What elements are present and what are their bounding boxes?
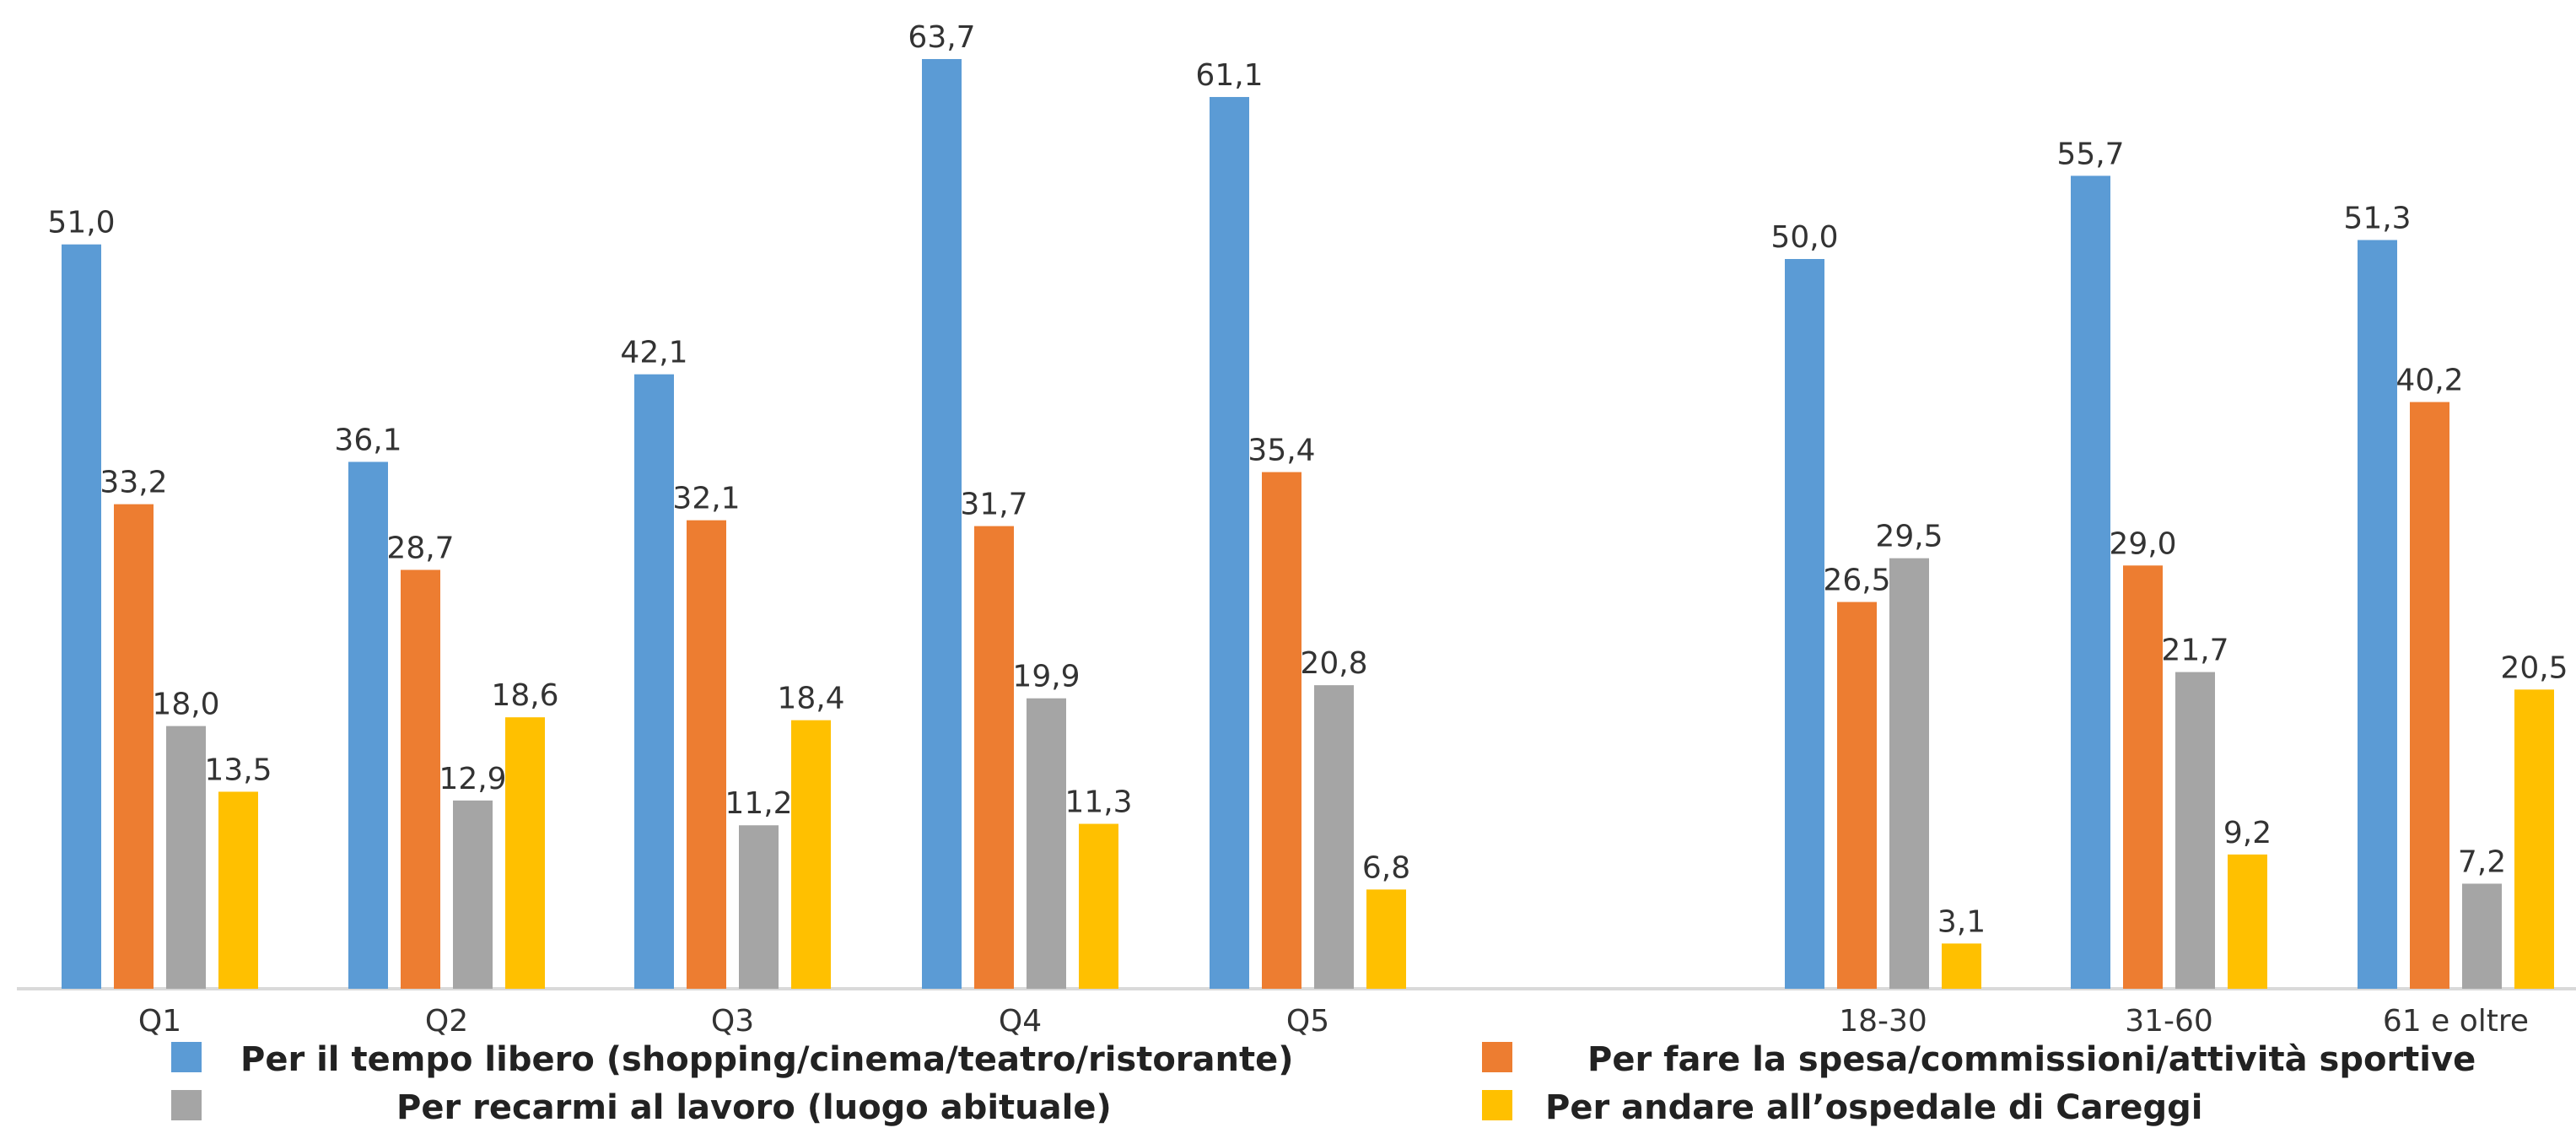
data-label: 61,1 — [1195, 58, 1263, 93]
category-label: Q4 — [999, 1004, 1042, 1039]
bar-series1-Q4 — [922, 58, 962, 990]
bar-series4-18-30 — [1942, 943, 1981, 989]
bar-series4-Q2 — [505, 717, 545, 989]
data-label: 6,8 — [1362, 850, 1410, 885]
data-label: 51,0 — [47, 206, 115, 240]
data-label: 20,8 — [1300, 646, 1367, 681]
bar-series3-31-60 — [2175, 672, 2215, 989]
legend-swatch — [171, 1090, 202, 1120]
data-label: 3,1 — [1937, 904, 1986, 939]
legend-swatch — [1482, 1090, 1512, 1120]
category-label: Q3 — [711, 1004, 754, 1039]
bar-series1-Q3 — [634, 374, 674, 989]
data-label: 7,2 — [2458, 845, 2506, 879]
data-label: 29,0 — [2109, 526, 2176, 561]
bar-series4-31-60 — [2228, 854, 2267, 989]
bar-series3-18-30 — [1889, 558, 1929, 989]
category-label: Q1 — [138, 1004, 181, 1039]
bar-series1-18-30 — [1785, 259, 1824, 989]
bar-series2-31-60 — [2123, 565, 2163, 989]
category-label: Q5 — [1286, 1004, 1329, 1039]
data-label: 18,4 — [777, 682, 844, 716]
data-label: 35,4 — [1248, 434, 1315, 468]
data-label: 11,3 — [1064, 785, 1132, 820]
data-label: 9,2 — [2223, 816, 2272, 850]
data-label: 50,0 — [1770, 220, 1838, 255]
data-label: 13,5 — [204, 753, 272, 787]
data-label: 20,5 — [2500, 650, 2568, 685]
data-label: 31,7 — [960, 488, 1027, 522]
bar-series4-61-e-oltre — [2514, 689, 2554, 989]
data-label: 19,9 — [1012, 660, 1080, 694]
bar-series3-Q5 — [1314, 685, 1354, 989]
bar-series1-31-60 — [2071, 175, 2110, 989]
legend-label: Per fare la spesa/commissioni/attività s… — [1587, 1040, 2476, 1079]
bar-series2-61-e-oltre — [2410, 402, 2449, 989]
bar-series3-Q4 — [1027, 698, 1066, 989]
data-label: 55,7 — [2056, 137, 2124, 171]
bar-series3-Q1 — [166, 726, 206, 989]
category-label: 18-30 — [1839, 1004, 1927, 1039]
data-label: 36,1 — [334, 423, 401, 457]
bar-series4-Q5 — [1366, 889, 1406, 989]
data-label: 26,5 — [1823, 564, 1890, 598]
bar-series2-Q4 — [974, 526, 1014, 989]
bar-series1-Q1 — [62, 244, 101, 989]
legend-label: Per andare all’ospedale di Careggi — [1545, 1088, 2202, 1127]
bar-series1-Q5 — [1210, 96, 1249, 990]
legend-label: Per recarmi al lavoro (luogo abituale) — [396, 1088, 1112, 1127]
bar-series2-Q2 — [401, 569, 440, 989]
data-label: 21,7 — [2161, 634, 2228, 668]
bar-series2-Q3 — [687, 520, 726, 989]
data-label: 18,6 — [491, 678, 558, 713]
bar-series4-Q1 — [218, 791, 258, 989]
data-label: 12,9 — [439, 762, 506, 796]
data-label: 63,7 — [908, 20, 975, 55]
bar-series4-Q4 — [1079, 823, 1118, 989]
bar-series1-61-e-oltre — [2358, 240, 2397, 989]
bar-series3-Q3 — [739, 825, 779, 989]
data-label: 18,0 — [152, 688, 219, 722]
legend-swatch — [171, 1042, 202, 1072]
bar-series4-Q3 — [791, 720, 831, 989]
data-label: 42,1 — [620, 336, 687, 370]
data-label: 29,5 — [1875, 520, 1943, 554]
data-label: 11,2 — [725, 786, 792, 821]
bar-series2-Q1 — [114, 504, 154, 989]
category-label: Q2 — [425, 1004, 468, 1039]
bar-series1-Q2 — [348, 461, 388, 989]
data-label: 40,2 — [2395, 364, 2463, 398]
bar-series3-61-e-oltre — [2462, 883, 2502, 989]
data-label: 33,2 — [100, 466, 167, 500]
data-label: 32,1 — [672, 482, 740, 516]
legend-label: Per il tempo libero (shopping/cinema/tea… — [240, 1040, 1294, 1079]
category-label: 31-60 — [2125, 1004, 2213, 1039]
bar-series3-Q2 — [453, 800, 493, 989]
data-label: 51,3 — [2343, 202, 2411, 236]
category-label: 61 e oltre — [2383, 1004, 2529, 1039]
data-label: 28,7 — [386, 531, 454, 565]
legend-swatch — [1482, 1042, 1512, 1072]
bar-series2-Q5 — [1262, 472, 1301, 989]
bar-series2-18-30 — [1837, 602, 1877, 989]
